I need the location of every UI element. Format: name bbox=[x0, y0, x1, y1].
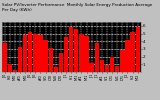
Bar bbox=[89, 63, 94, 72]
Bar bbox=[64, 37, 68, 72]
Bar bbox=[38, 35, 43, 72]
Bar bbox=[28, 32, 32, 72]
Bar bbox=[54, 67, 58, 72]
Bar bbox=[59, 53, 63, 72]
Bar bbox=[79, 34, 84, 72]
Bar bbox=[105, 65, 109, 72]
Bar bbox=[84, 36, 89, 72]
Bar bbox=[33, 34, 38, 72]
Bar bbox=[48, 48, 53, 72]
Bar bbox=[3, 43, 7, 72]
Bar bbox=[110, 57, 114, 72]
Bar bbox=[120, 50, 124, 72]
Bar bbox=[69, 27, 73, 72]
Bar bbox=[125, 40, 130, 72]
Bar bbox=[74, 29, 79, 72]
Bar bbox=[8, 64, 12, 72]
Text: Solar PV/Inverter Performance  Monthly Solar Energy Production Average Per Day (: Solar PV/Inverter Performance Monthly So… bbox=[2, 3, 152, 12]
Bar bbox=[18, 47, 22, 72]
Bar bbox=[43, 40, 48, 72]
Bar bbox=[95, 43, 99, 72]
Bar bbox=[100, 60, 104, 72]
Bar bbox=[130, 32, 135, 72]
Bar bbox=[23, 35, 27, 72]
Bar bbox=[13, 70, 17, 72]
Bar bbox=[115, 66, 119, 72]
Bar bbox=[136, 27, 140, 72]
